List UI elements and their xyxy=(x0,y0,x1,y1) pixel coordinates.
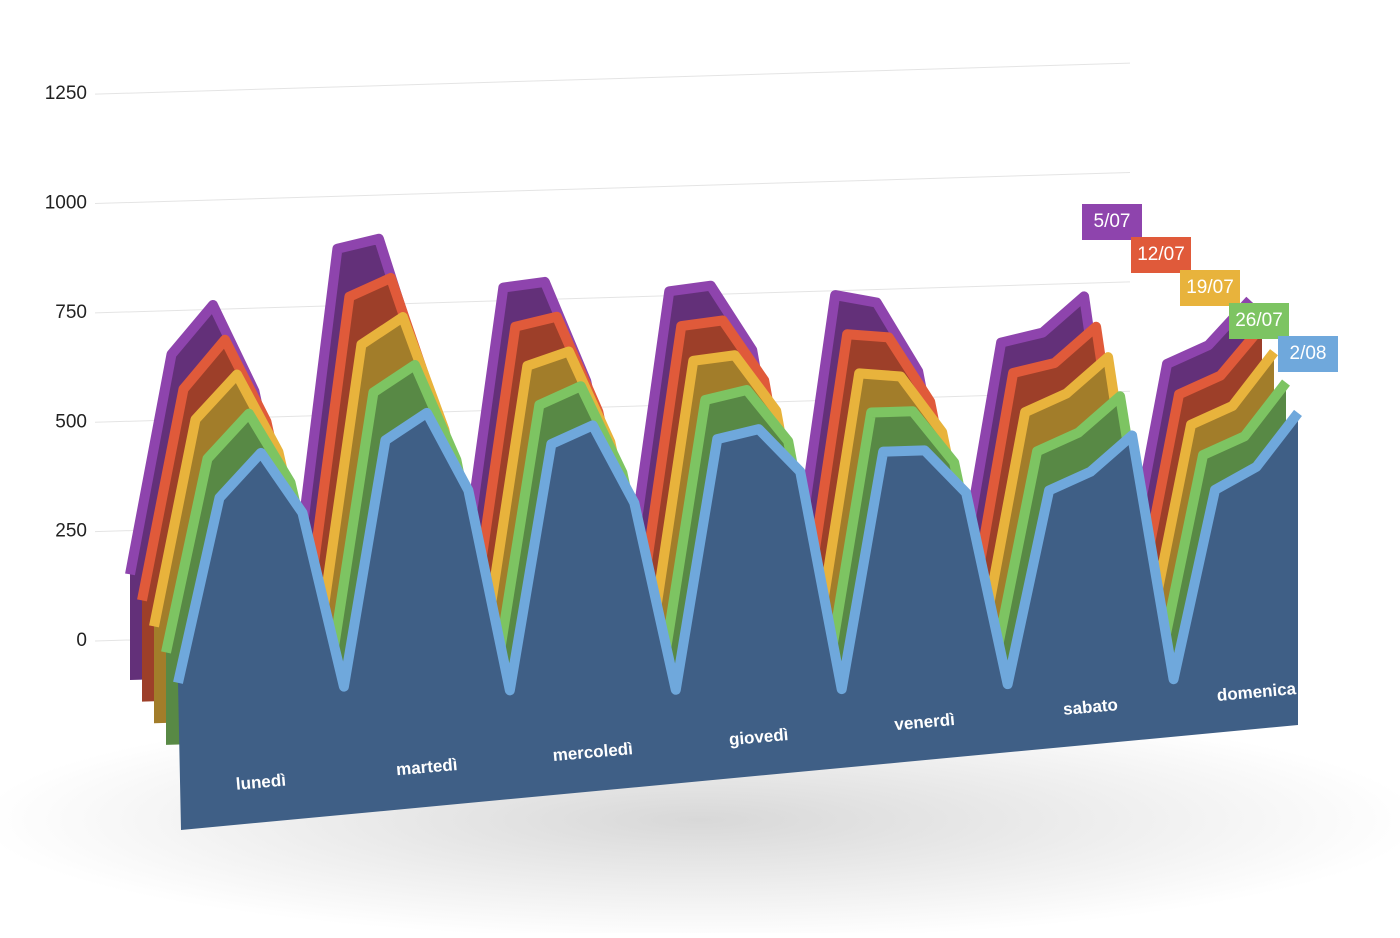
area-top xyxy=(125,233,1254,592)
grid-line xyxy=(94,281,1131,314)
y-tick-label: 1000 xyxy=(45,193,87,214)
legend-label: 12/07 xyxy=(1137,244,1185,265)
area-top xyxy=(173,407,1302,696)
area-top xyxy=(137,272,1266,618)
grid-line xyxy=(94,62,1131,95)
area-top xyxy=(149,312,1278,644)
legend-label: 5/07 xyxy=(1094,211,1131,232)
legend-label: 19/07 xyxy=(1186,277,1234,298)
legend-label: 2/08 xyxy=(1290,343,1327,364)
area xyxy=(178,412,1298,830)
y-tick-label: 750 xyxy=(55,302,87,323)
legend-swatch xyxy=(1082,204,1142,240)
legend-swatch xyxy=(1229,303,1289,339)
y-tick-label: 500 xyxy=(55,411,87,432)
x-tick-label: lunedì xyxy=(235,770,287,793)
y-tick-label: 1250 xyxy=(45,83,87,104)
y-tick-label: 0 xyxy=(76,630,87,651)
legend-swatch xyxy=(1131,237,1191,273)
grid-line xyxy=(94,172,1131,205)
legend-swatch xyxy=(1180,270,1240,306)
y-tick-label: 250 xyxy=(55,521,87,542)
legend-swatch xyxy=(1278,336,1338,372)
x-tick-label: sabato xyxy=(1062,695,1118,719)
legend-label: 26/07 xyxy=(1235,310,1283,331)
area-top xyxy=(161,359,1290,670)
